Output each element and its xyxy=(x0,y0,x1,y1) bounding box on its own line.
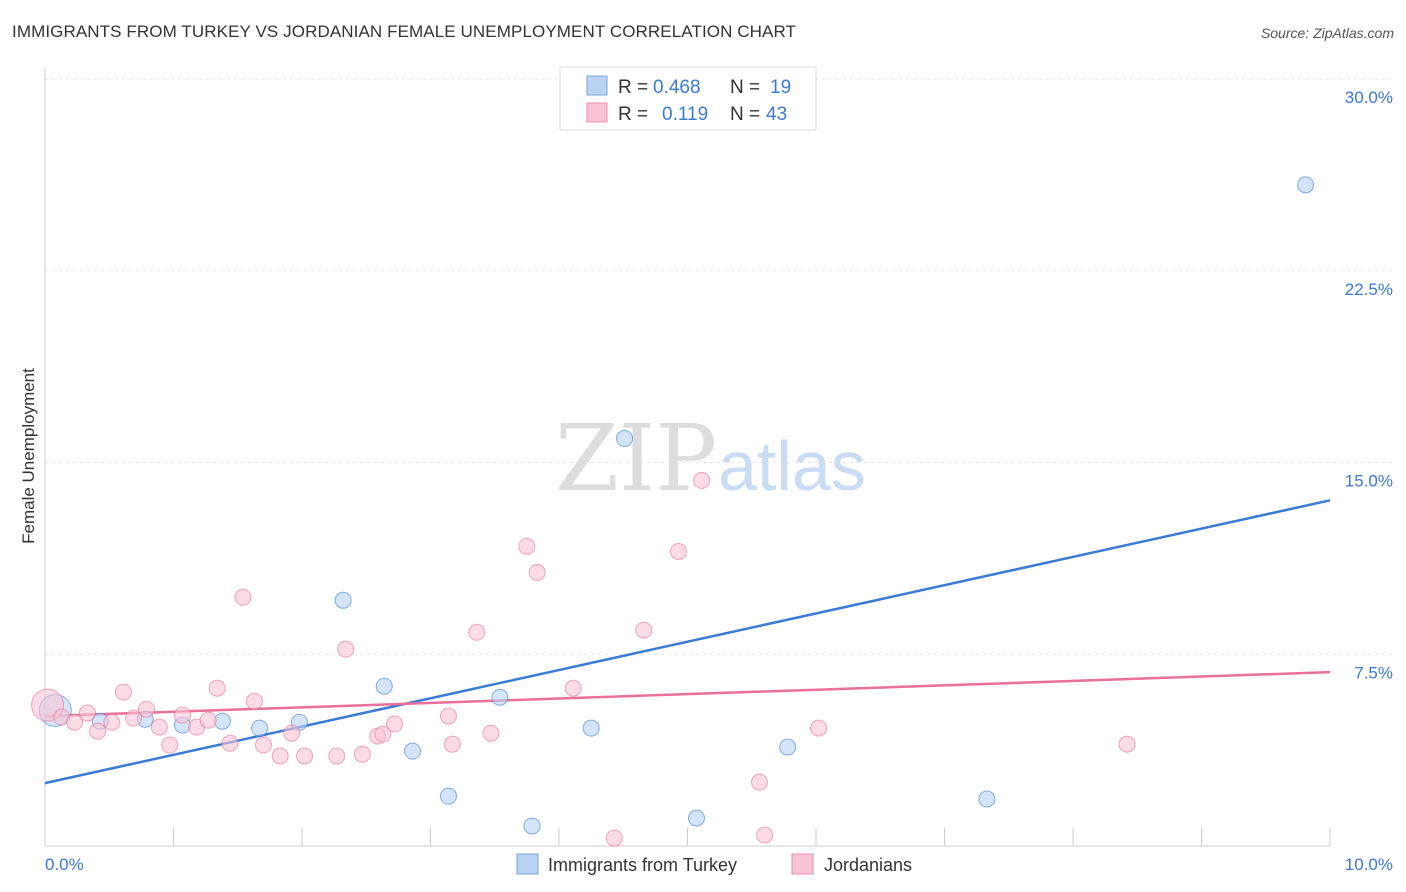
turkey-point xyxy=(1297,176,1315,194)
jordanians-point xyxy=(114,683,132,701)
watermark-atlas: atlas xyxy=(718,427,866,505)
turkey-point xyxy=(491,688,509,706)
jordanians-point xyxy=(564,679,582,697)
legend-r-label: R = xyxy=(618,104,648,125)
x-tick-label-max: 10.0% xyxy=(1345,855,1393,874)
legend-n-label: N = xyxy=(730,77,760,98)
jordanians-point xyxy=(173,706,191,724)
turkey-point xyxy=(687,809,705,827)
stats-legend: R = 0.468 N = 19 R = 0.119 N = 43 xyxy=(559,66,817,131)
legend-swatch-jordanians xyxy=(791,853,814,875)
jordanians-point xyxy=(89,722,107,740)
turkey-point xyxy=(251,719,269,737)
jordanians-point xyxy=(296,747,314,765)
legend-label-jordanians: Jordanians xyxy=(824,855,912,875)
jordanians-point xyxy=(374,725,392,743)
jordanians-point xyxy=(1118,735,1136,753)
jordanians-point xyxy=(271,747,289,765)
jordanians-point xyxy=(103,713,121,731)
watermark-zip: ZIP xyxy=(555,405,717,512)
jordanians-point xyxy=(528,563,546,581)
turkey-point xyxy=(582,719,600,737)
jordanians-point xyxy=(234,588,252,606)
legend-swatch-turkey xyxy=(516,853,539,875)
jordanians-point xyxy=(635,621,653,639)
legend-r-value: 0.468 xyxy=(653,77,701,98)
jordanians-point xyxy=(78,704,96,722)
y-tick-label: 15.0% xyxy=(1345,472,1393,491)
jordanians-point xyxy=(221,734,239,752)
jordanians-point xyxy=(161,736,179,754)
jordanians-point xyxy=(328,747,346,765)
jordanians-point xyxy=(810,719,828,737)
legend-n-value: 43 xyxy=(766,104,787,125)
jordanians-point xyxy=(468,623,486,641)
jordanians-point xyxy=(670,542,688,560)
jordanians-point xyxy=(693,471,711,489)
legend-n-value: 19 xyxy=(770,77,791,98)
jordanians-point xyxy=(443,735,461,753)
x-tick-label-min: 0.0% xyxy=(45,855,84,874)
jordanians-point xyxy=(125,709,143,727)
jordanians-point xyxy=(750,773,768,791)
turkey-point xyxy=(404,742,422,760)
jordanians-trend-line xyxy=(44,670,1331,718)
jordanians-point xyxy=(386,715,404,733)
jordanians-point xyxy=(283,724,301,742)
jordanians-point xyxy=(439,707,457,725)
jordanians-point xyxy=(199,711,217,729)
turkey-point xyxy=(439,787,457,805)
source-label: Source: ZipAtlas.com xyxy=(1260,25,1394,41)
jordanians-point xyxy=(337,640,355,658)
jordanians-point xyxy=(245,692,263,710)
legend-r-label: R = xyxy=(618,77,648,98)
turkey-point xyxy=(213,712,231,730)
jordanians-point xyxy=(66,713,84,731)
legend-n-label: N = xyxy=(730,104,760,125)
jordanians-point xyxy=(756,826,774,844)
turkey-point xyxy=(334,591,352,609)
turkey-point xyxy=(978,790,996,808)
jordanians-point xyxy=(353,745,371,763)
turkey-point xyxy=(779,738,797,756)
y-axis-label: Female Unemployment xyxy=(19,368,38,544)
jordanians-point xyxy=(254,736,272,754)
legend-label-turkey: Immigrants from Turkey xyxy=(548,855,737,875)
turkey-point xyxy=(523,817,541,835)
jordanians-point xyxy=(482,724,500,742)
y-tick-label: 7.5% xyxy=(1354,663,1393,682)
jordanians-point xyxy=(150,718,168,736)
jordanians-point xyxy=(138,700,156,718)
legend-swatch-pink xyxy=(586,102,608,123)
turkey-point xyxy=(375,677,393,695)
legend-swatch-blue xyxy=(586,75,608,96)
y-tick-label: 22.5% xyxy=(1345,280,1393,299)
series-legend: Immigrants from Turkey Jordanians xyxy=(516,853,912,875)
legend-r-value: 0.119 xyxy=(662,104,708,125)
jordanians-point xyxy=(605,829,623,847)
y-tick-label: 30.0% xyxy=(1345,88,1393,107)
turkey-point xyxy=(616,429,634,447)
chart-title: IMMIGRANTS FROM TURKEY VS JORDANIAN FEMA… xyxy=(12,22,797,41)
jordanians-point xyxy=(518,537,536,555)
jordanians-point xyxy=(208,679,226,697)
